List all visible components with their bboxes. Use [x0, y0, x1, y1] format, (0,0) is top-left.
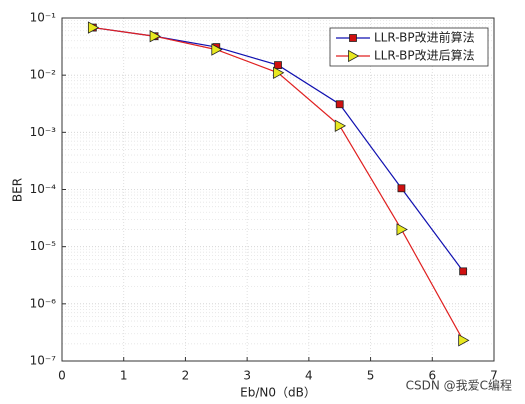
- x-tick-label: 3: [243, 369, 251, 383]
- y-tick-label: 10⁻⁵: [30, 239, 57, 253]
- marker: [87, 21, 100, 34]
- marker: [211, 43, 223, 56]
- marker: [335, 100, 344, 109]
- y-tick-label: 10⁻⁷: [30, 354, 57, 368]
- x-tick-label: 1: [120, 369, 128, 383]
- legend-label: LLR-BP改进前算法: [374, 30, 475, 45]
- y-tick-label: 10⁻²: [30, 68, 57, 82]
- marker: [273, 66, 285, 79]
- marker: [349, 34, 357, 42]
- marker: [396, 223, 408, 236]
- x-tick-label: 2: [182, 369, 190, 383]
- y-axis-label: BER: [11, 178, 25, 202]
- marker: [397, 184, 406, 193]
- x-tick-label: 7: [490, 369, 498, 383]
- marker: [334, 119, 347, 132]
- marker: [149, 30, 161, 43]
- axes-box: [61, 17, 495, 362]
- x-tick-label: 5: [367, 369, 375, 383]
- watermark: CSDN @我爱C编程: [406, 378, 512, 393]
- marker: [459, 267, 468, 276]
- x-tick-label: 4: [305, 369, 313, 383]
- y-tick-label: 10⁻³: [30, 125, 57, 139]
- y-tick-label: 10⁻⁶: [30, 296, 57, 310]
- x-tick-label: 6: [428, 369, 436, 383]
- x-axis-label: Eb/N0（dB）: [240, 386, 316, 400]
- marker: [274, 61, 282, 70]
- y-tick-label: 10⁻¹: [30, 11, 57, 25]
- y-tick-label: 10⁻⁴: [30, 182, 57, 196]
- legend-label: LLR-BP改进后算法: [374, 48, 475, 63]
- marker: [348, 49, 360, 63]
- marker: [458, 334, 470, 347]
- x-tick-label: 0: [58, 369, 66, 383]
